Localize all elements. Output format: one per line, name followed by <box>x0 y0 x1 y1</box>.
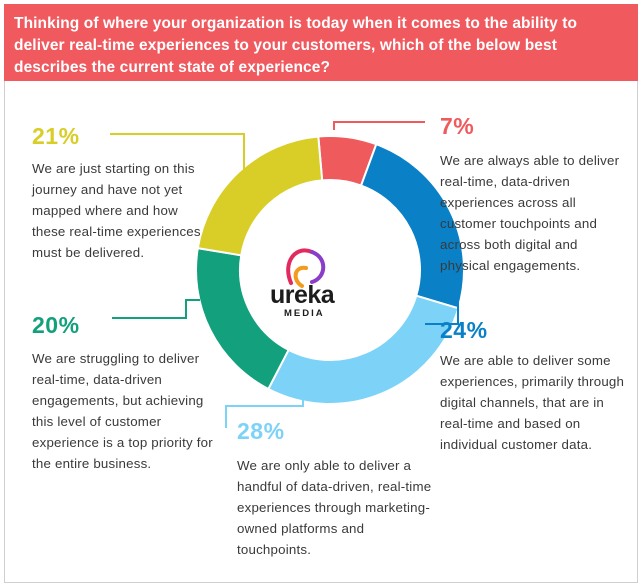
logo-swirl-icon <box>286 248 326 288</box>
slice-desc-24: We are able to deliver some experiences,… <box>440 353 625 452</box>
slice-desc-28: We are only able to deliver a handful of… <box>237 458 432 557</box>
donut-slice-21 <box>196 135 324 257</box>
question-text: Thinking of where your organization is t… <box>14 15 578 76</box>
leader-line-20 <box>112 299 200 319</box>
leader-line-21 <box>110 133 245 210</box>
slice-desc-7: We are always able to deliver real-time,… <box>440 153 620 273</box>
infographic-frame <box>4 4 638 583</box>
slice-label-21: 21% <box>32 123 80 149</box>
slice-desc-20: We are struggling to deliver real-time, … <box>32 351 213 471</box>
slice-label-7: 7% <box>440 113 475 139</box>
leader-line-7 <box>333 121 425 130</box>
leader-line-24 <box>425 289 459 325</box>
question-header: Thinking of where your organization is t… <box>4 4 638 81</box>
slice-label-28: 28% <box>237 418 285 444</box>
leader-line-28 <box>225 392 304 428</box>
logo-text: ureka <box>270 281 335 309</box>
slice-label-20: 20% <box>32 312 80 338</box>
slice-label-24: 24% <box>440 317 488 343</box>
slice-desc-21: We are just starting on this journey and… <box>32 161 201 260</box>
logo-subtext: MEDIA <box>284 308 325 319</box>
logo-wordmark: ureka <box>270 281 370 310</box>
